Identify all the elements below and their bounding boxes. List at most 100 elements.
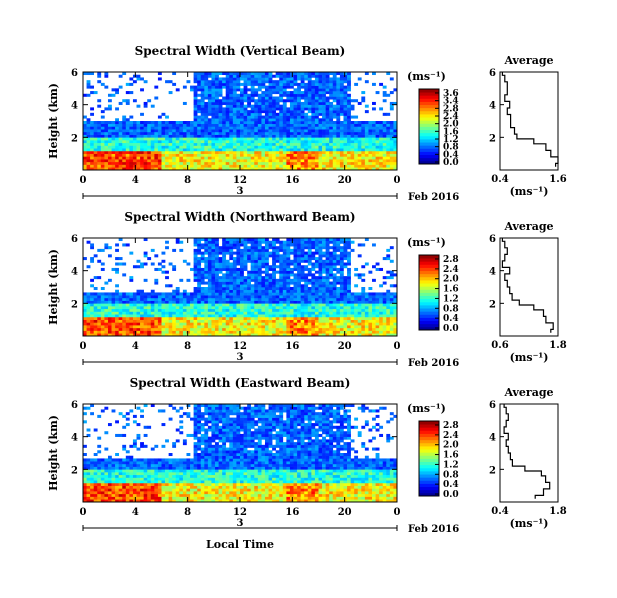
heatmap-cell: [364, 297, 369, 301]
heatmap-cell: [107, 145, 112, 149]
heatmap-cell: [347, 295, 351, 299]
heatmap-cell: [165, 131, 169, 135]
heatmap-cell: [83, 493, 87, 497]
heatmap-cell: [247, 129, 252, 133]
heatmap-cell: [93, 292, 98, 296]
heatmap-cell: [168, 142, 173, 146]
chart-title: Spectral Width (Eastward Beam): [130, 376, 351, 390]
heatmap-cell: [168, 311, 173, 315]
heatmap-cell: [122, 129, 127, 133]
heatmap-cell: [250, 270, 255, 274]
heatmap-cell: [215, 240, 219, 244]
heatmap-cell: [111, 148, 116, 152]
heatmap-cell: [222, 96, 227, 100]
heatmap-cell: [297, 96, 301, 100]
heatmap-cell: [240, 319, 244, 323]
heatmap-cell: [322, 148, 326, 152]
heatmap-cell: [347, 134, 351, 138]
heatmap-cell: [90, 107, 95, 111]
heatmap-cell: [93, 287, 98, 291]
heatmap-cell: [293, 164, 298, 168]
heatmap-cell: [314, 281, 319, 285]
heatmap-cell: [215, 82, 219, 86]
heatmap-cell: [275, 300, 280, 304]
heatmap-cell: [107, 292, 112, 296]
heatmap-cell: [339, 167, 344, 171]
heatmap-cell: [86, 300, 91, 304]
heatmap-cell: [332, 248, 337, 252]
heatmap-cell: [354, 327, 359, 331]
heatmap-cell: [343, 327, 348, 331]
heatmap-cell: [329, 287, 334, 291]
heatmap-cell: [247, 118, 252, 122]
heatmap-cell: [336, 322, 341, 326]
heatmap-cell: [257, 137, 262, 141]
heatmap-cell: [293, 153, 298, 157]
heatmap-cell: [200, 246, 205, 250]
heatmap-cell: [364, 303, 369, 307]
heatmap-cell: [200, 289, 205, 293]
heatmap-cell: [222, 167, 227, 171]
heatmap-cell: [136, 308, 141, 312]
heatmap-cell: [350, 123, 355, 127]
heatmap-cell: [222, 278, 227, 282]
heatmap-cell: [250, 99, 255, 103]
heatmap-cell: [90, 148, 95, 152]
heatmap-cell: [300, 161, 305, 165]
heatmap-cell: [154, 85, 159, 89]
heatmap-cell: [215, 118, 219, 122]
heatmap-cell: [329, 295, 334, 299]
heatmap-cell: [150, 153, 155, 157]
heatmap-cell: [232, 153, 237, 157]
heatmap-cell: [257, 270, 262, 274]
heatmap-cell: [318, 82, 323, 86]
heatmap-cell: [200, 82, 205, 86]
heatmap-cell: [304, 297, 309, 301]
heatmap-cell: [200, 77, 205, 81]
heatmap-cell: [300, 80, 305, 84]
heatmap-cell: [225, 246, 230, 250]
heatmap-cell: [339, 137, 344, 141]
heatmap-cell: [229, 82, 234, 86]
heatmap-cell: [229, 297, 234, 301]
heatmap-cell: [375, 142, 380, 146]
heatmap-cell: [289, 259, 294, 263]
heatmap-cell: [361, 96, 366, 100]
heatmap-cell: [386, 292, 391, 296]
heatmap-cell: [161, 153, 166, 157]
heatmap-cell: [272, 243, 276, 247]
heatmap-cell: [372, 145, 376, 149]
heatmap-cell: [272, 246, 276, 250]
heatmap-cell: [161, 131, 166, 135]
heatmap-cell: [386, 123, 391, 127]
heatmap-cell: [264, 121, 269, 125]
heatmap-cell: [304, 238, 309, 242]
heatmap-cell: [297, 292, 301, 296]
heatmap-cell: [354, 159, 359, 163]
heatmap-cell: [211, 259, 216, 263]
heatmap-cell: [125, 82, 130, 86]
heatmap-cell: [314, 278, 319, 282]
heatmap-cell: [154, 297, 159, 301]
heatmap-cell: [286, 254, 291, 258]
heatmap-cell: [343, 248, 348, 252]
heatmap-cell: [207, 131, 212, 135]
heatmap-cell: [179, 137, 184, 141]
heatmap-cell: [186, 80, 191, 84]
heatmap-cell: [132, 306, 137, 310]
heatmap-cell: [197, 164, 202, 168]
heatmap-cell: [350, 240, 355, 244]
heatmap-cell: [361, 153, 366, 157]
heatmap-cell: [232, 74, 237, 78]
heatmap-cell: [154, 150, 159, 154]
heatmap-cell: [311, 257, 316, 261]
heatmap-cell: [218, 99, 223, 103]
heatmap-cell: [361, 91, 366, 95]
heatmap-cell: [240, 101, 244, 105]
heatmap-cell: [264, 289, 269, 293]
heatmap-cell: [168, 123, 173, 127]
heatmap-cell: [307, 300, 312, 304]
heatmap-cell: [282, 126, 287, 130]
heatmap-cell: [307, 327, 312, 331]
heatmap-cell: [307, 159, 312, 163]
